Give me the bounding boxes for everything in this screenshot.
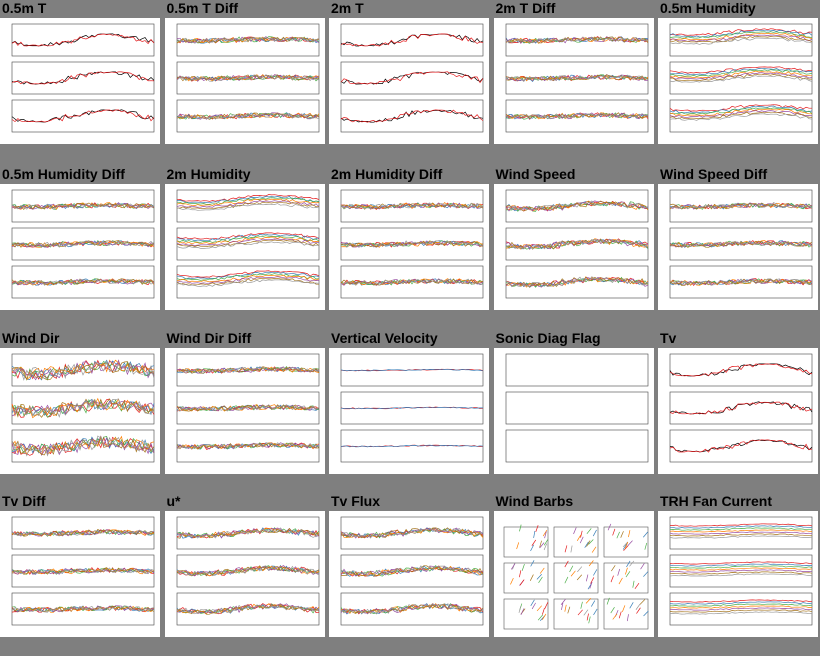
plot-title[interactable]: Tv Diff: [2, 493, 46, 509]
plot-cell[interactable]: Wind Barbs: [493, 493, 654, 653]
plot-thumbnail[interactable]: [0, 511, 160, 637]
plot-image: [176, 353, 319, 463]
plot-thumbnail[interactable]: [329, 184, 489, 310]
plot-image: [11, 23, 155, 133]
plot-cell[interactable]: 0.5m T Diff: [164, 0, 325, 160]
plot-thumbnail[interactable]: [493, 511, 654, 637]
plot-title[interactable]: u*: [166, 493, 181, 509]
plot-title[interactable]: Wind Speed: [495, 166, 576, 182]
plot-thumbnail[interactable]: [658, 184, 818, 310]
plot-title[interactable]: Tv: [660, 330, 677, 346]
plot-thumbnail[interactable]: [0, 18, 160, 144]
plot-image: [11, 189, 155, 299]
plot-image: [669, 516, 813, 626]
plot-cell[interactable]: Wind Speed Diff: [658, 166, 818, 326]
plot-thumbnail[interactable]: [164, 348, 325, 474]
plot-thumbnail[interactable]: [329, 511, 489, 637]
plot-title[interactable]: Wind Dir: [2, 330, 60, 346]
plot-image: [669, 189, 813, 299]
plot-image: [176, 23, 319, 133]
plot-cell[interactable]: Sonic Diag Flag: [493, 330, 654, 490]
plot-image: [176, 189, 319, 299]
plot-title[interactable]: Vertical Velocity: [331, 330, 438, 346]
plot-thumbnail[interactable]: [493, 348, 654, 474]
plot-thumbnail[interactable]: [658, 511, 818, 637]
plot-cell[interactable]: Tv Diff: [0, 493, 160, 653]
plot-cell[interactable]: 0.5m Humidity: [658, 0, 818, 160]
plot-image: [11, 516, 155, 626]
plot-image: [505, 23, 648, 133]
plot-thumbnail[interactable]: [493, 184, 654, 310]
plot-title[interactable]: Wind Barbs: [495, 493, 574, 509]
plot-title[interactable]: 2m Humidity Diff: [331, 166, 443, 182]
plot-cell[interactable]: Wind Speed: [493, 166, 654, 326]
plot-image: [340, 353, 484, 463]
plot-cell[interactable]: 0.5m Humidity Diff: [0, 166, 160, 326]
plot-title[interactable]: Wind Dir Diff: [166, 330, 252, 346]
plot-title[interactable]: Wind Speed Diff: [660, 166, 768, 182]
plot-thumbnail[interactable]: [329, 18, 489, 144]
plot-title[interactable]: Tv Flux: [331, 493, 381, 509]
plot-cell[interactable]: 2m Humidity: [164, 166, 325, 326]
plot-thumbnail[interactable]: [164, 184, 325, 310]
plot-image: [11, 353, 155, 463]
plot-image: [340, 516, 484, 626]
plot-title[interactable]: Sonic Diag Flag: [495, 330, 601, 346]
plot-title[interactable]: 2m T Diff: [495, 0, 556, 16]
plot-image: [505, 189, 648, 299]
plot-cell[interactable]: 0.5m T: [0, 0, 160, 160]
plot-image: [340, 189, 484, 299]
plot-cell[interactable]: Vertical Velocity: [329, 330, 489, 490]
plot-title[interactable]: 2m T: [331, 0, 364, 16]
plot-image: [503, 523, 649, 630]
plot-title[interactable]: 0.5m Humidity Diff: [2, 166, 125, 182]
plot-title[interactable]: 0.5m T: [2, 0, 47, 16]
plot-cell[interactable]: TRH Fan Current: [658, 493, 818, 653]
plot-thumbnail[interactable]: [164, 511, 325, 637]
plot-title[interactable]: TRH Fan Current: [660, 493, 772, 509]
plot-image: [340, 23, 484, 133]
plot-thumbnail[interactable]: [164, 18, 325, 144]
plot-image: [669, 23, 813, 133]
plot-thumbnail[interactable]: [658, 348, 818, 474]
plot-title[interactable]: 0.5m T Diff: [166, 0, 239, 16]
plot-thumbnail[interactable]: [329, 348, 489, 474]
plot-image: [505, 353, 648, 463]
plot-cell[interactable]: 2m Humidity Diff: [329, 166, 489, 326]
plot-thumbnail[interactable]: [0, 348, 160, 474]
plot-thumbnail[interactable]: [658, 18, 818, 144]
plot-image: [176, 516, 319, 626]
plot-thumbnail[interactable]: [493, 18, 654, 144]
plot-image: [669, 353, 813, 463]
plot-thumbnail[interactable]: [0, 184, 160, 310]
plot-cell[interactable]: 2m T: [329, 0, 489, 160]
plot-cell[interactable]: Tv Flux: [329, 493, 489, 653]
wind-barb: [626, 614, 629, 622]
plot-cell[interactable]: u*: [164, 493, 325, 653]
plot-cell[interactable]: 2m T Diff: [493, 0, 654, 160]
plot-cell[interactable]: Tv: [658, 330, 818, 490]
plot-cell[interactable]: Wind Dir Diff: [164, 330, 325, 490]
plot-title[interactable]: 2m Humidity: [166, 166, 251, 182]
plot-cell[interactable]: Wind Dir: [0, 330, 160, 490]
plot-title[interactable]: 0.5m Humidity: [660, 0, 756, 16]
